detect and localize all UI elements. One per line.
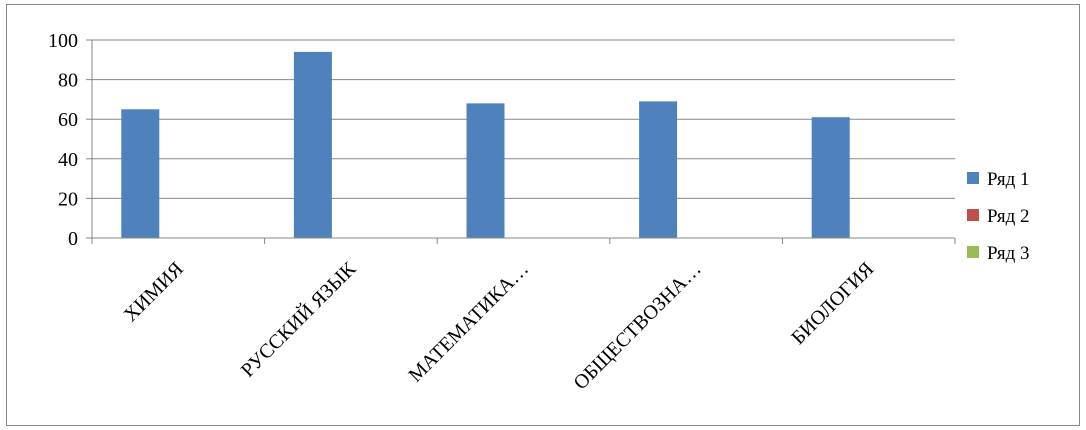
y-tick-label: 20	[58, 188, 78, 210]
y-tick-label: 0	[68, 228, 78, 250]
bar	[121, 109, 160, 238]
y-tick-labels: 0 20 40 60 80 100	[48, 30, 78, 250]
bar	[293, 51, 332, 238]
legend-swatch	[967, 172, 979, 184]
y-tick-label: 60	[58, 109, 78, 131]
legend-label: Ряд 2	[987, 206, 1030, 227]
y-tick-label: 40	[58, 149, 78, 171]
bar	[811, 117, 850, 238]
legend-label: Ряд 1	[987, 169, 1030, 190]
x-category-label: ОБЩЕСТВОЗНА…	[569, 258, 705, 394]
legend-label: Ряд 3	[987, 243, 1030, 264]
x-category-labels: ХИМИЯ РУССКИЙ ЯЗЫК МАТЕМАТИКА… ОБЩЕСТВОЗНА……	[120, 257, 879, 394]
y-tick-label: 80	[58, 70, 78, 92]
chart-frame	[6, 4, 1080, 426]
x-category-label: ХИМИЯ	[120, 258, 188, 326]
x-category-label: МАТЕМАТИКА…	[404, 258, 533, 387]
x-category-label: БИОЛОГИЯ	[787, 258, 878, 349]
bars	[121, 51, 850, 238]
x-category-label: РУССКИЙ ЯЗЫК	[236, 257, 361, 382]
bar	[466, 103, 505, 238]
gridlines	[92, 39, 955, 199]
axes	[86, 39, 956, 244]
legend-swatch	[967, 209, 979, 221]
legend-swatch	[967, 246, 979, 258]
legend: Ряд 1 Ряд 2 Ряд 3	[967, 169, 1030, 264]
bar	[639, 101, 678, 238]
y-tick-label: 100	[48, 30, 78, 52]
